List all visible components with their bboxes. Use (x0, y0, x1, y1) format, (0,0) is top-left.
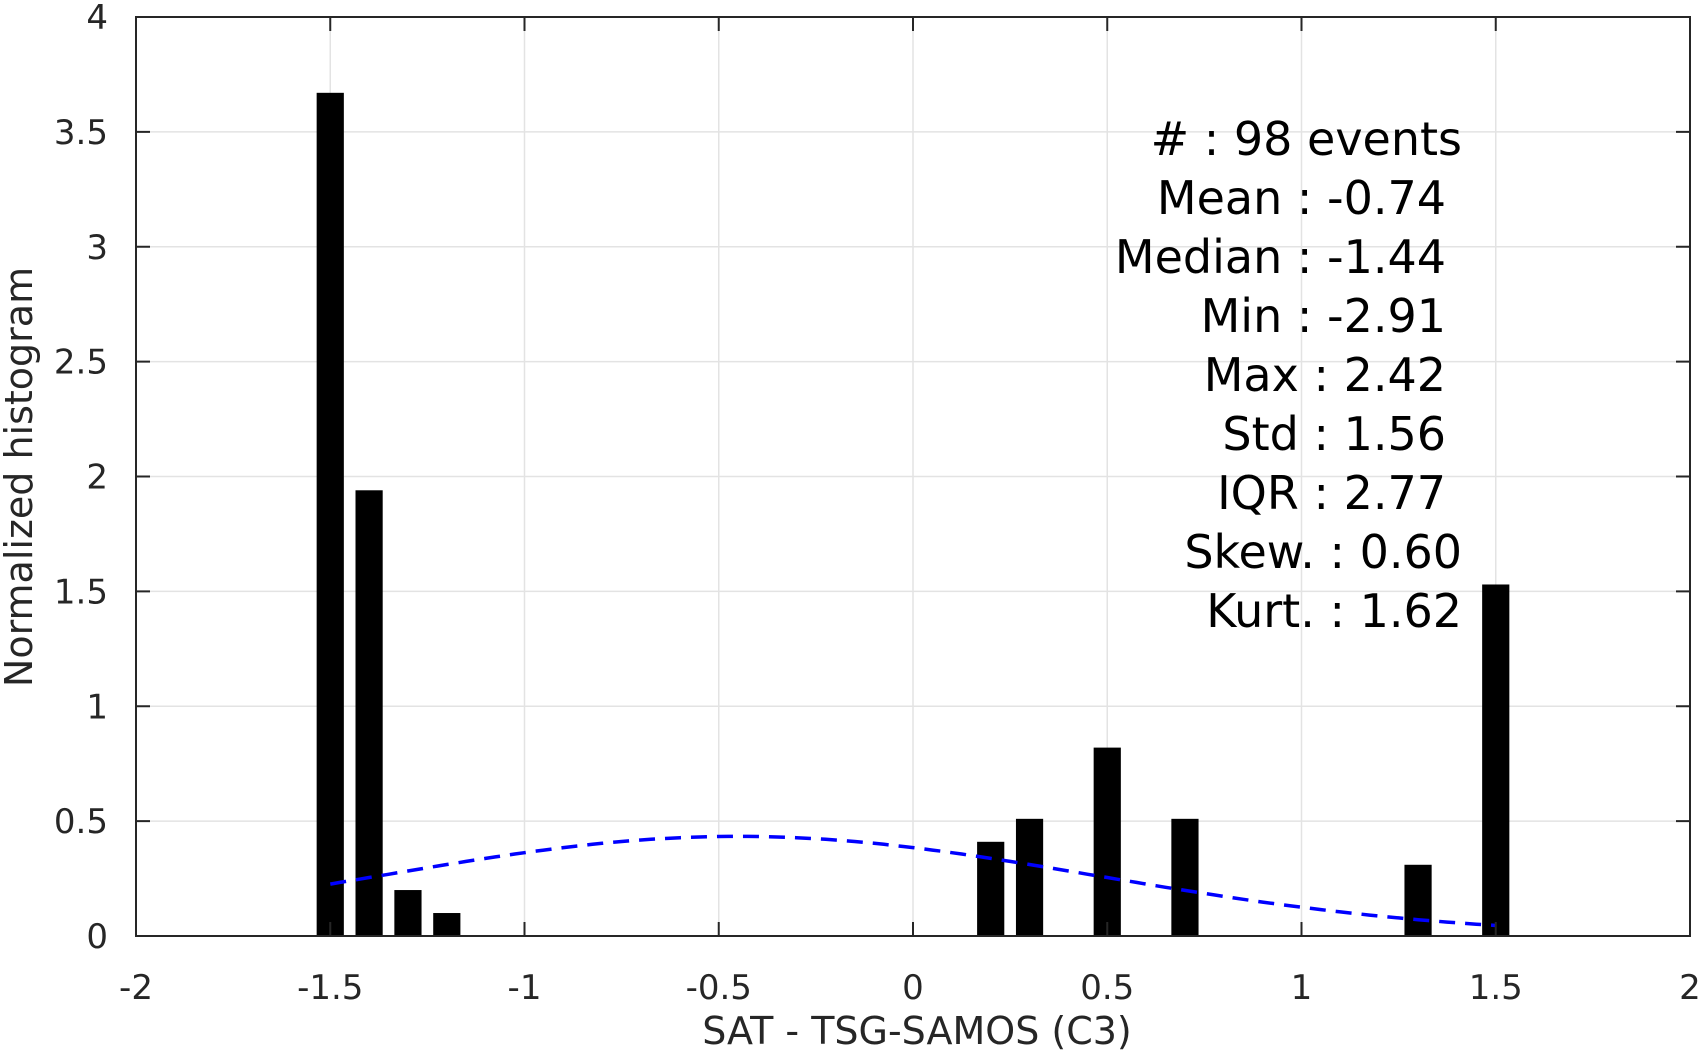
y-tick-label: 3.5 (54, 113, 108, 153)
stat-line: Max : 2.42 (1204, 348, 1446, 402)
histogram-bar (433, 913, 461, 936)
histogram-bars (316, 92, 1510, 936)
y-tick-label: 2 (86, 458, 108, 498)
x-tick-label: 0.5 (1080, 968, 1134, 1008)
x-tick-label: 0 (902, 968, 924, 1008)
y-tick-label: 0.5 (54, 802, 108, 842)
stat-line: # : 98 events (1151, 112, 1462, 166)
stat-line: Min : -2.91 (1201, 289, 1446, 343)
histogram-bar (1093, 747, 1121, 936)
histogram-bar (316, 92, 344, 936)
y-axis-label: Normalized histogram (0, 267, 41, 687)
y-tick-label: 4 (86, 0, 108, 38)
histogram-bar (394, 890, 422, 936)
y-tick-label: 0 (86, 917, 108, 957)
stat-line: Mean : -0.74 (1157, 171, 1446, 225)
histogram-bar (1482, 584, 1510, 936)
x-tick-label: -0.5 (686, 968, 752, 1008)
x-tick-label: -1 (508, 968, 542, 1008)
y-tick-label: 2.5 (54, 343, 108, 383)
x-axis-label: SAT - TSG-SAMOS (C3) (702, 1009, 1132, 1053)
y-tick-label: 1.5 (54, 572, 108, 612)
x-tick-label: 1 (1291, 968, 1313, 1008)
stat-line: Skew. : 0.60 (1184, 525, 1462, 579)
histogram-bar (355, 490, 383, 936)
normal-fit-curve (329, 834, 1496, 928)
y-tick-label: 3 (86, 228, 108, 268)
stat-line: Kurt. : 1.62 (1206, 584, 1462, 638)
histogram-bar (1015, 818, 1044, 936)
x-tick-label: 2 (1679, 968, 1701, 1008)
histogram-bar (1171, 818, 1199, 936)
stat-line: Std : 1.56 (1222, 407, 1446, 461)
stat-line: Median : -1.44 (1115, 230, 1446, 284)
x-tick-label: -1.5 (297, 968, 363, 1008)
stat-line: IQR : 2.77 (1217, 466, 1446, 520)
axis-ticks: -2 -1.5 -1 -0.5 0 0.5 1 1.5 2 0 0.5 1 1.5 2 2.5 3 3.5 4 (54, 0, 1701, 1008)
x-tick-label: 1.5 (1469, 968, 1523, 1008)
y-tick-label: 1 (86, 687, 108, 727)
x-tick-label: -2 (119, 968, 153, 1008)
histogram-bar (1404, 864, 1432, 936)
